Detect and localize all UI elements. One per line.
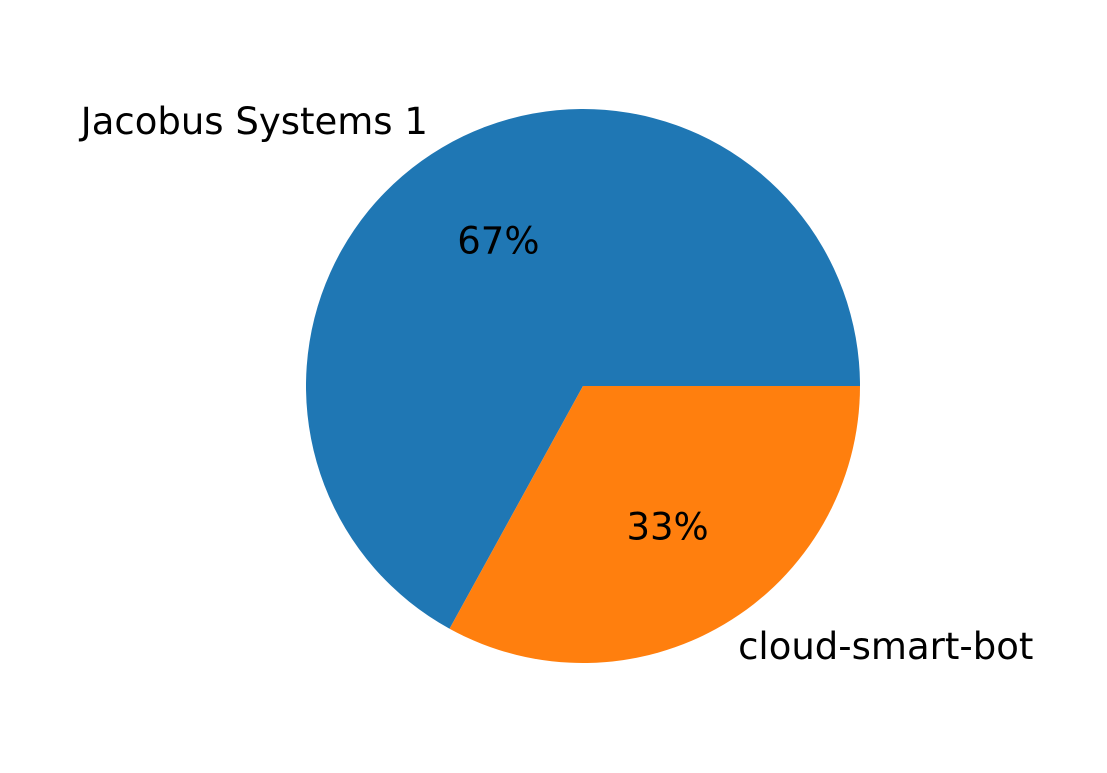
slice-label: Jacobus Systems 1 [79,100,428,143]
slice-label: cloud-smart-bot [738,625,1033,668]
pie-slice [306,109,860,629]
percent-label: 67% [457,219,539,262]
pie-slice [449,386,860,663]
percent-label: 33% [626,506,708,549]
